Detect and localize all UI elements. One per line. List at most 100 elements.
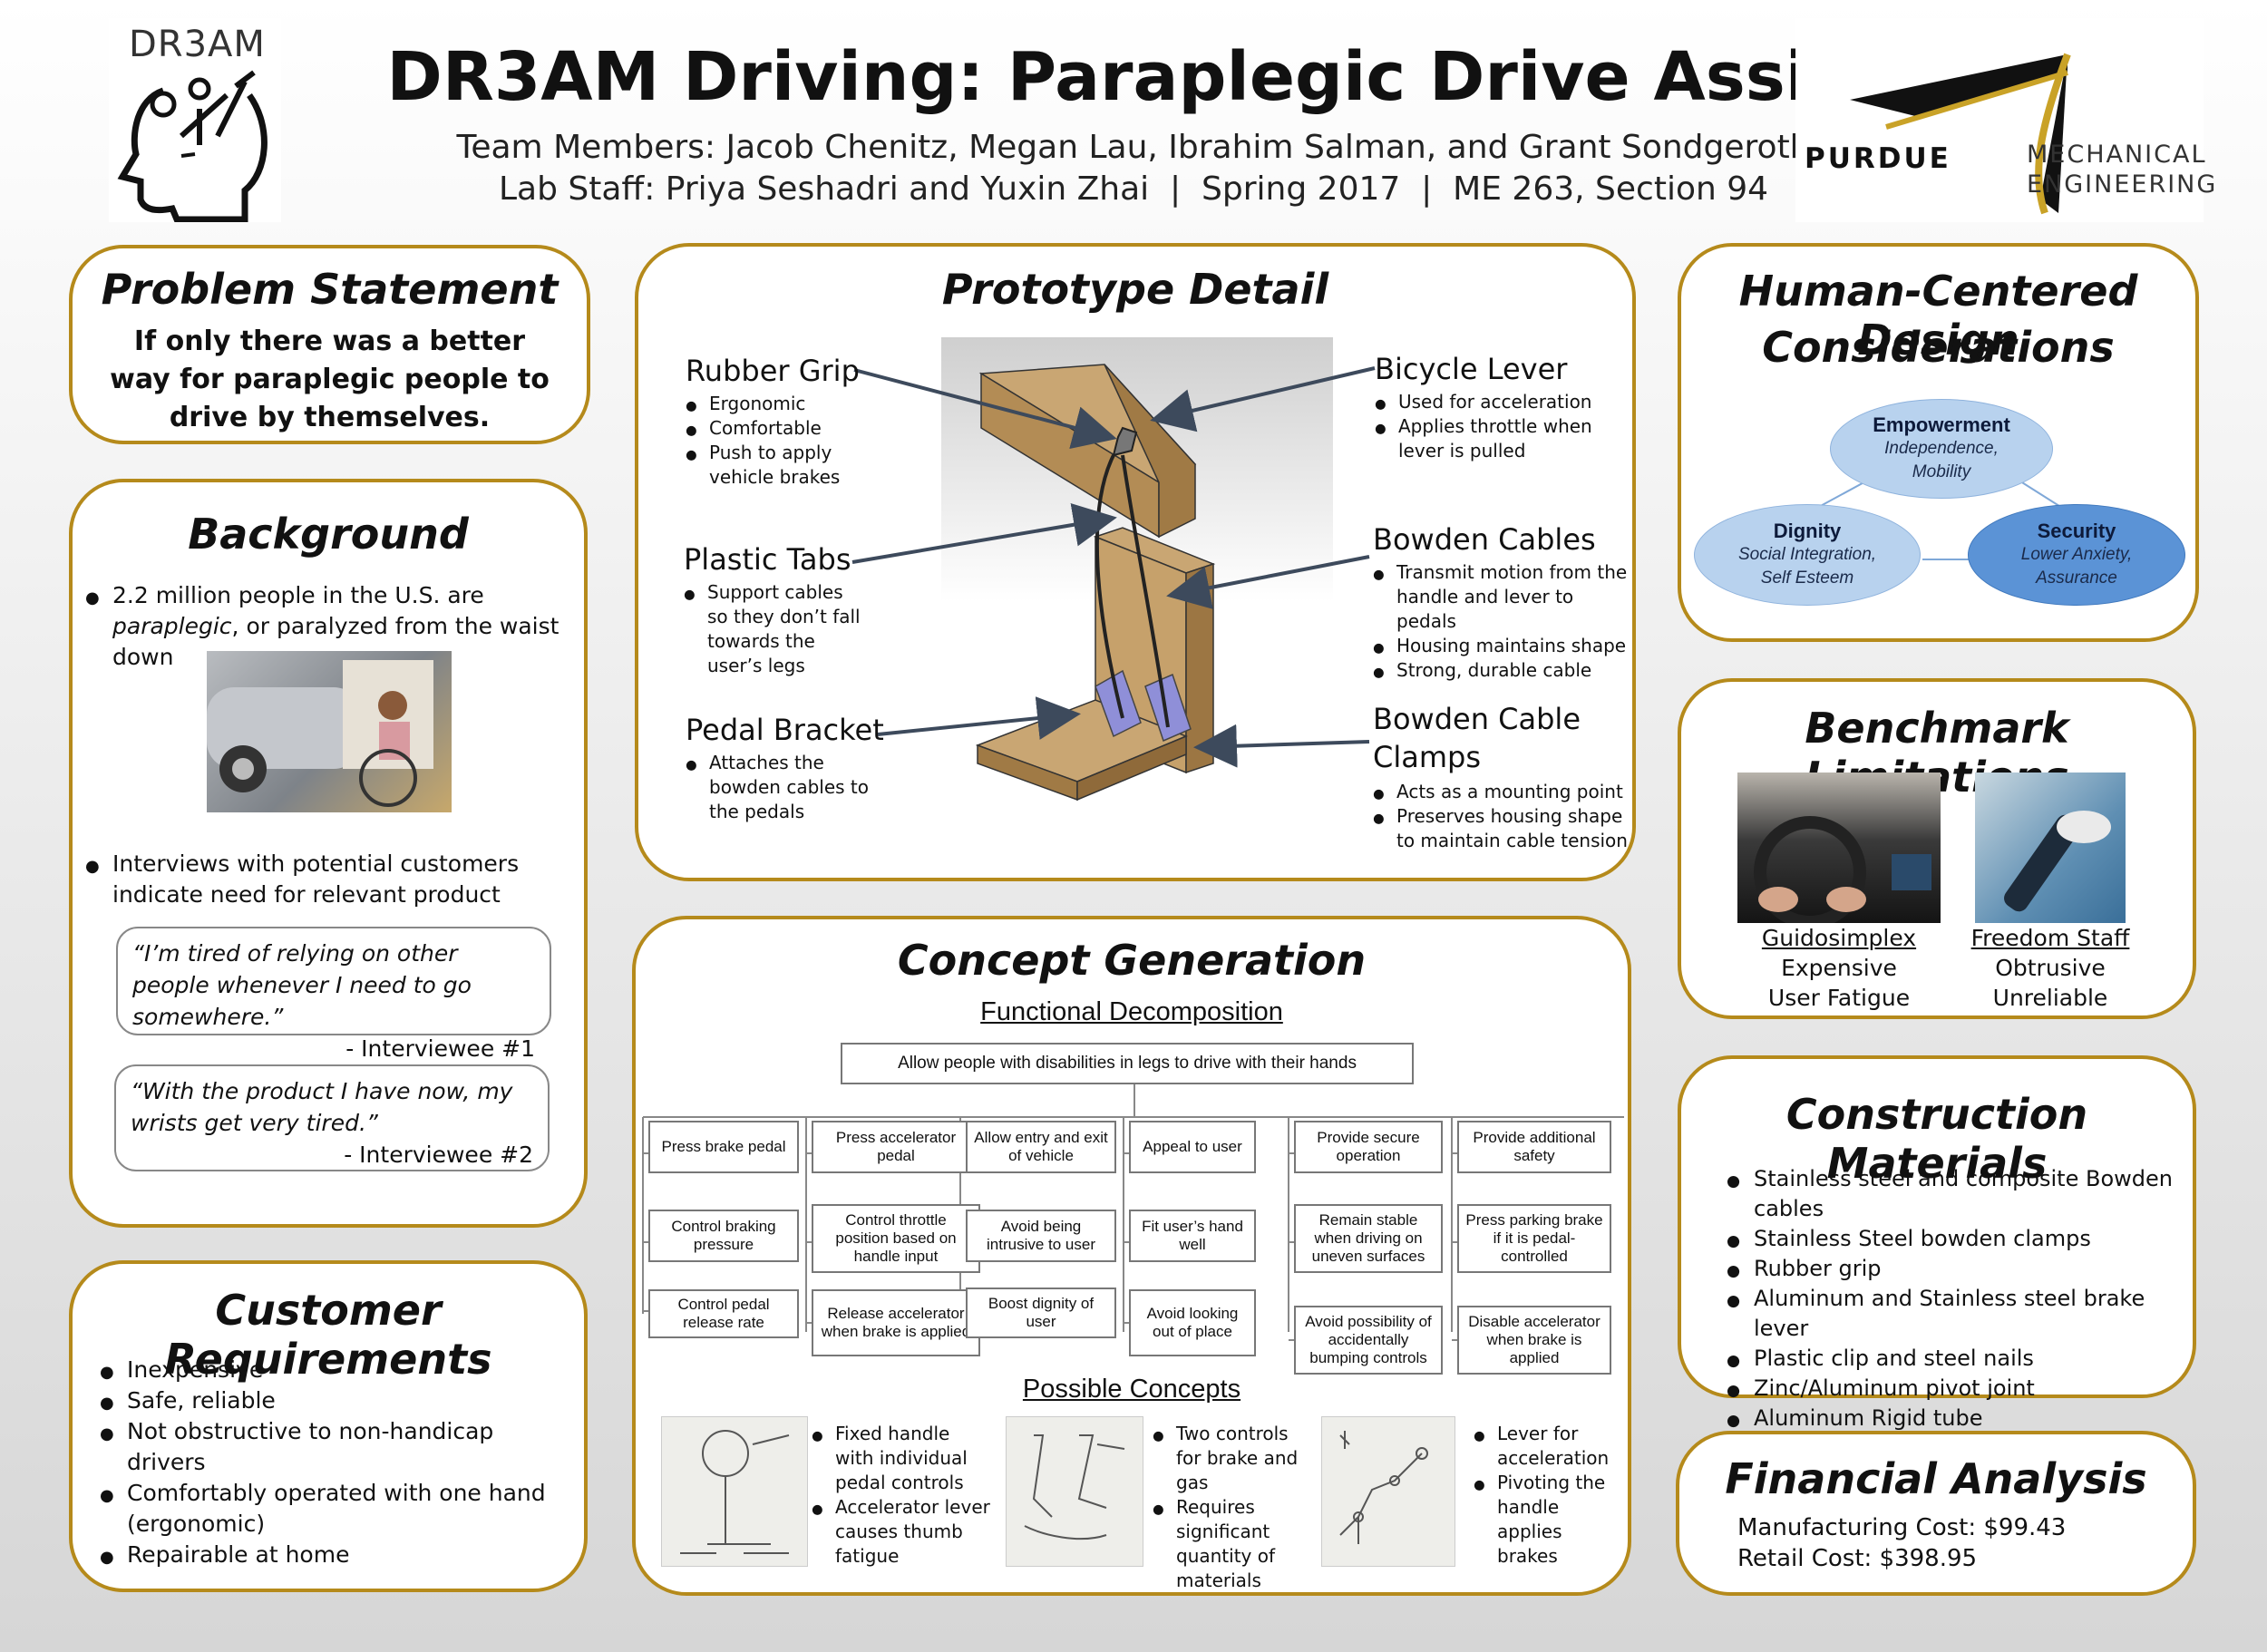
- purdue-dept-2: ENGINEERING: [2027, 170, 2218, 199]
- decomposition-node: Press brake pedal: [648, 1121, 799, 1173]
- decomposition-node: Press accelerator pedal: [812, 1121, 980, 1173]
- callout-rubber-grip: Rubber Grip Ergonomic Comfortable Push t…: [686, 354, 867, 490]
- background-interviews: Interviews with potential customers indi…: [85, 849, 571, 910]
- list-item: Accelerator lever causes thumb fatigue: [812, 1495, 993, 1569]
- decomposition-node: Allow entry and exit of vehicle: [966, 1121, 1116, 1173]
- decomposition-node: Boost dignity of user: [966, 1288, 1116, 1338]
- list-item: Push to apply vehicle brakes: [686, 441, 867, 490]
- list-item: Ergonomic: [686, 392, 867, 419]
- materials-list: Stainless steel and composite Bowden cab…: [1727, 1164, 2187, 1436]
- background-bullets-2: Interviews with potential customers indi…: [85, 849, 571, 910]
- functional-decomposition-title: Functional Decomposition: [980, 997, 1283, 1026]
- wheelchair-photo: [207, 651, 452, 812]
- quote-bubble-1: “I’m tired of relying on other people wh…: [116, 927, 551, 1062]
- list-item: Aluminum and Stainless steel brake lever: [1727, 1284, 2187, 1344]
- logo-text: DR3AM: [129, 24, 266, 65]
- freedom-staff-limit-1: Obtrusive: [1995, 955, 2106, 981]
- freedom-staff-limit-2: Unreliable: [1992, 985, 2108, 1011]
- list-item: Strong, durable cable: [1373, 658, 1629, 685]
- hand-control-image: [2004, 811, 2111, 912]
- problem-statement-text: If only there was a better way for parap…: [110, 326, 550, 433]
- list-item: Comfortably operated with one hand (ergo…: [100, 1478, 569, 1540]
- list-item: Requires significant quantity of materia…: [1153, 1495, 1316, 1593]
- lab-staff: Lab Staff: Priya Seshadri and Yuxin Zhai…: [498, 170, 1769, 208]
- guidosimplex-photo: [1737, 773, 1941, 928]
- list-item: Attaches the bowden cables to the pedals: [686, 751, 885, 824]
- decomposition-node: Control braking pressure: [648, 1210, 799, 1262]
- security-oval: Security Lower Anxiety, Assurance: [1968, 504, 2185, 606]
- background-panel: Background 2.2 million people in the U.S…: [69, 479, 588, 1228]
- concept-3-notes: Lever for acceleration Pivoting the hand…: [1474, 1422, 1619, 1569]
- decomposition-node: Provide secure operation: [1294, 1121, 1443, 1173]
- list-item: Stainless steel and composite Bowden cab…: [1727, 1164, 2187, 1224]
- list-item: Plastic clip and steel nails: [1727, 1344, 2187, 1376]
- decomposition-node: Control pedal release rate: [648, 1289, 799, 1338]
- list-item: Fixed handle with individual pedal contr…: [812, 1422, 993, 1495]
- decomposition-node: Press parking brake if it is pedal-contr…: [1457, 1204, 1611, 1273]
- purdue-word: PURDUE: [1805, 142, 1951, 175]
- financial-analysis-title: Financial Analysis: [1725, 1454, 2147, 1503]
- list-item: Inexpensive: [100, 1355, 569, 1388]
- list-item: Stainless Steel bowden clamps: [1727, 1224, 2187, 1257]
- human-centered-design-panel: Human-Centered Design Considerations Emp…: [1678, 243, 2199, 642]
- benchmark-limitations-panel: Benchmark Limitations Guidosimplex Expen…: [1678, 678, 2196, 1019]
- concept-sketch-3: [1321, 1416, 1455, 1567]
- sketch-drawing-icon: [680, 1430, 790, 1554]
- hcd-title-line-1: Human-Centered Design: [1738, 267, 2138, 364]
- decomposition-root: Allow people with disabilities in legs t…: [841, 1043, 1414, 1084]
- problem-statement-panel: Problem Statement If only there was a be…: [69, 245, 590, 444]
- list-item: Comfortable: [686, 416, 867, 443]
- dr3am-logo: DR3AM: [109, 18, 281, 222]
- list-item: Used for acceleration: [1375, 390, 1620, 417]
- concept-generation-panel: Concept Generation Functional Decomposit…: [632, 916, 1631, 1596]
- decomposition-node: Avoid being intrusive to user: [966, 1210, 1116, 1262]
- background-bullets-1: 2.2 million people in the U.S. are parap…: [85, 580, 571, 673]
- callout-plastic-tabs: Plastic Tabs Support cables so they don’…: [684, 542, 865, 678]
- poster-title: DR3AM Driving: Paraplegic Drive Assist: [386, 38, 1881, 116]
- guidosimplex-limit-2: User Fatigue: [1767, 985, 1911, 1011]
- decomposition-node: Avoid looking out of place: [1129, 1289, 1256, 1356]
- concept-2-notes: Two controls for brake and gas Requires …: [1153, 1422, 1316, 1593]
- decomposition-node: Disable accelerator when brake is applie…: [1457, 1306, 1611, 1375]
- steering-wheel-image: [1754, 816, 1931, 928]
- decomposition-node: Control throttle position based on handl…: [812, 1204, 980, 1273]
- decomposition-connectors: [642, 1083, 1624, 1341]
- callout-bowden-cable-clamps: Bowden Cable Clamps Acts as a mounting p…: [1373, 700, 1629, 853]
- decomposition-node: Fit user’s hand well: [1129, 1210, 1256, 1262]
- dignity-oval: Dignity Social Integration, Self Esteem: [1694, 504, 1921, 606]
- list-item: Lever for acceleration: [1474, 1422, 1619, 1471]
- retail-cost: Retail Cost: $398.95: [1737, 1545, 1978, 1572]
- manufacturing-cost: Manufacturing Cost: $99.43: [1737, 1514, 2067, 1541]
- background-stat: 2.2 million people in the U.S. are parap…: [85, 580, 571, 673]
- car-wheelchair-image: [207, 660, 433, 807]
- decomposition-node: Release accelerator when brake is applie…: [812, 1289, 980, 1356]
- list-item: Rubber grip: [1727, 1254, 2187, 1287]
- list-item: Acts as a mounting point: [1373, 780, 1629, 807]
- customer-requirements-panel: Customer Requirements Inexpensive Safe, …: [69, 1260, 588, 1592]
- customer-requirements-list: Inexpensive Safe, reliable Not obstructi…: [100, 1355, 569, 1573]
- list-item: Housing maintains shape: [1373, 634, 1629, 661]
- concept-sketch-1: [661, 1416, 808, 1567]
- purdue-logo: PURDUE MECHANICAL ENGINEERING: [1795, 18, 2215, 222]
- possible-concepts-title: Possible Concepts: [1022, 1375, 1241, 1404]
- sketch-drawing-icon: [1339, 1431, 1428, 1544]
- guidosimplex-name: Guidosimplex: [1761, 925, 1917, 951]
- decomposition-node: Avoid possibility of accidentally bumpin…: [1294, 1306, 1443, 1375]
- quote-1-author: - Interviewee #1: [345, 1035, 535, 1062]
- list-item: Repairable at home: [100, 1540, 569, 1573]
- problem-statement-title: Problem Statement: [101, 265, 559, 314]
- list-item: Not obstructive to non-handicap drivers: [100, 1416, 569, 1478]
- team-members: Team Members: Jacob Chenitz, Megan Lau, …: [456, 129, 1811, 166]
- sketch-drawing-icon: [1024, 1434, 1125, 1540]
- concept-sketch-2: [1006, 1416, 1143, 1567]
- purdue-dept-1: MECHANICAL: [2027, 141, 2207, 169]
- list-item: Two controls for brake and gas: [1153, 1422, 1316, 1495]
- callout-arrows: [851, 366, 1376, 768]
- decomposition-node: Provide additional safety: [1457, 1121, 1611, 1173]
- freedom-staff-name: Freedom Staff: [1970, 925, 2130, 951]
- list-item: Applies throttle when lever is pulled: [1375, 414, 1620, 463]
- quote-bubble-2: “With the product I have now, my wrists …: [114, 1064, 550, 1171]
- quote-2-text: “With the product I have now, my wrists …: [131, 1078, 513, 1136]
- head-gears-icon: [117, 70, 268, 222]
- construction-materials-panel: Construction Materials Stainless steel a…: [1678, 1055, 2196, 1436]
